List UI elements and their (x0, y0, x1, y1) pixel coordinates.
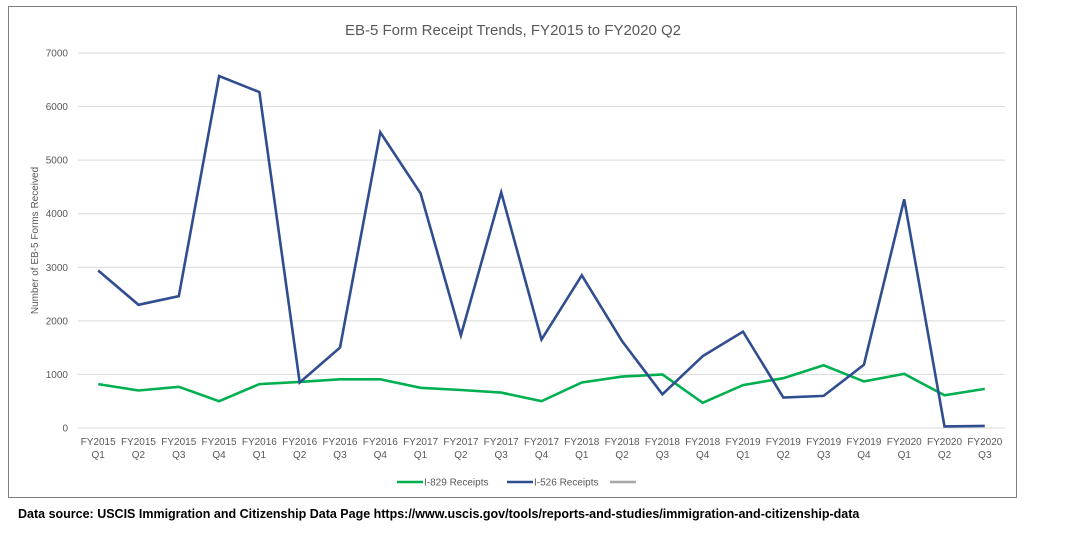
x-tick-label-quarter: Q1 (898, 450, 912, 461)
y-tick-label: 5000 (46, 156, 69, 167)
x-tick-label-year: FY2016 (322, 437, 357, 448)
x-tick-label-quarter: Q1 (414, 450, 428, 461)
x-tick-label-quarter: Q2 (132, 450, 146, 461)
x-tick-label-quarter: Q4 (212, 450, 226, 461)
y-axis-label: Number of EB-5 Forms Received (30, 167, 41, 314)
x-tick-label-quarter: Q4 (857, 450, 871, 461)
x-tick-label-year: FY2016 (282, 437, 317, 448)
x-tick-label-quarter: Q3 (656, 450, 670, 461)
x-tick-label-year: FY2017 (403, 437, 438, 448)
y-tick-label: 7000 (46, 49, 69, 60)
x-tick-label-quarter: Q1 (91, 450, 105, 461)
y-tick-label: 6000 (46, 102, 69, 113)
x-tick-label-quarter: Q1 (253, 450, 267, 461)
x-tick-label-year: FY2018 (605, 437, 640, 448)
x-tick-label-year: FY2018 (685, 437, 720, 448)
x-tick-label-quarter: Q4 (535, 450, 549, 461)
chart-title: EB-5 Form Receipt Trends, FY2015 to FY20… (345, 22, 681, 39)
x-tick-label-year: FY2017 (443, 437, 478, 448)
x-tick-label-year: FY2018 (564, 437, 599, 448)
y-tick-label: 4000 (46, 209, 69, 220)
x-tick-label-year: FY2017 (484, 437, 519, 448)
x-tick-label-year: FY2020 (887, 437, 922, 448)
x-tick-label-quarter: Q3 (495, 450, 509, 461)
x-tick-label-quarter: Q3 (172, 450, 186, 461)
x-tick-label-year: FY2019 (766, 437, 801, 448)
x-tick-label-quarter: Q3 (333, 450, 347, 461)
x-tick-label-year: FY2015 (121, 437, 156, 448)
series-line-i-829-receipts (97, 363, 986, 405)
x-tick-label-year: FY2016 (242, 437, 277, 448)
x-tick-label-quarter: Q2 (938, 450, 952, 461)
y-tick-label: 2000 (46, 316, 69, 327)
y-tick-label: 0 (62, 424, 68, 435)
x-tick-label-year: FY2015 (202, 437, 237, 448)
line-chart: EB-5 Form Receipt Trends, FY2015 to FY20… (30, 22, 1005, 489)
x-tick-label-year: FY2019 (726, 437, 761, 448)
x-tick-label-quarter: Q2 (615, 450, 629, 461)
x-tick-label-year: FY2018 (645, 437, 680, 448)
legend-label: I-829 Receipts (424, 478, 488, 489)
x-tick-label-quarter: Q4 (374, 450, 388, 461)
x-tick-label-year: FY2015 (161, 437, 196, 448)
chart-frame: EB-5 Form Receipt Trends, FY2015 to FY20… (8, 6, 1017, 498)
x-tick-label-year: FY2020 (927, 437, 962, 448)
x-tick-label-quarter: Q1 (575, 450, 589, 461)
x-tick-label-quarter: Q2 (293, 450, 307, 461)
x-tick-label-quarter: Q2 (777, 450, 791, 461)
x-tick-label-year: FY2019 (846, 437, 881, 448)
data-source-note: Data source: USCIS Immigration and Citiz… (18, 507, 860, 521)
x-tick-label-year: FY2015 (81, 437, 116, 448)
x-tick-label-quarter: Q1 (736, 450, 750, 461)
x-tick-label-quarter: Q3 (817, 450, 831, 461)
x-tick-label-year: FY2016 (363, 437, 398, 448)
x-tick-label-quarter: Q3 (978, 450, 992, 461)
y-tick-label: 1000 (46, 370, 69, 381)
x-tick-label-year: FY2019 (806, 437, 841, 448)
x-tick-label-quarter: Q2 (454, 450, 468, 461)
series-line-i-526-receipts (97, 74, 985, 428)
x-tick-label-year: FY2017 (524, 437, 559, 448)
x-tick-label-quarter: Q4 (696, 450, 710, 461)
legend-label: I-526 Receipts (534, 478, 598, 489)
y-tick-label: 3000 (46, 263, 69, 274)
x-tick-label-year: FY2020 (967, 437, 1002, 448)
